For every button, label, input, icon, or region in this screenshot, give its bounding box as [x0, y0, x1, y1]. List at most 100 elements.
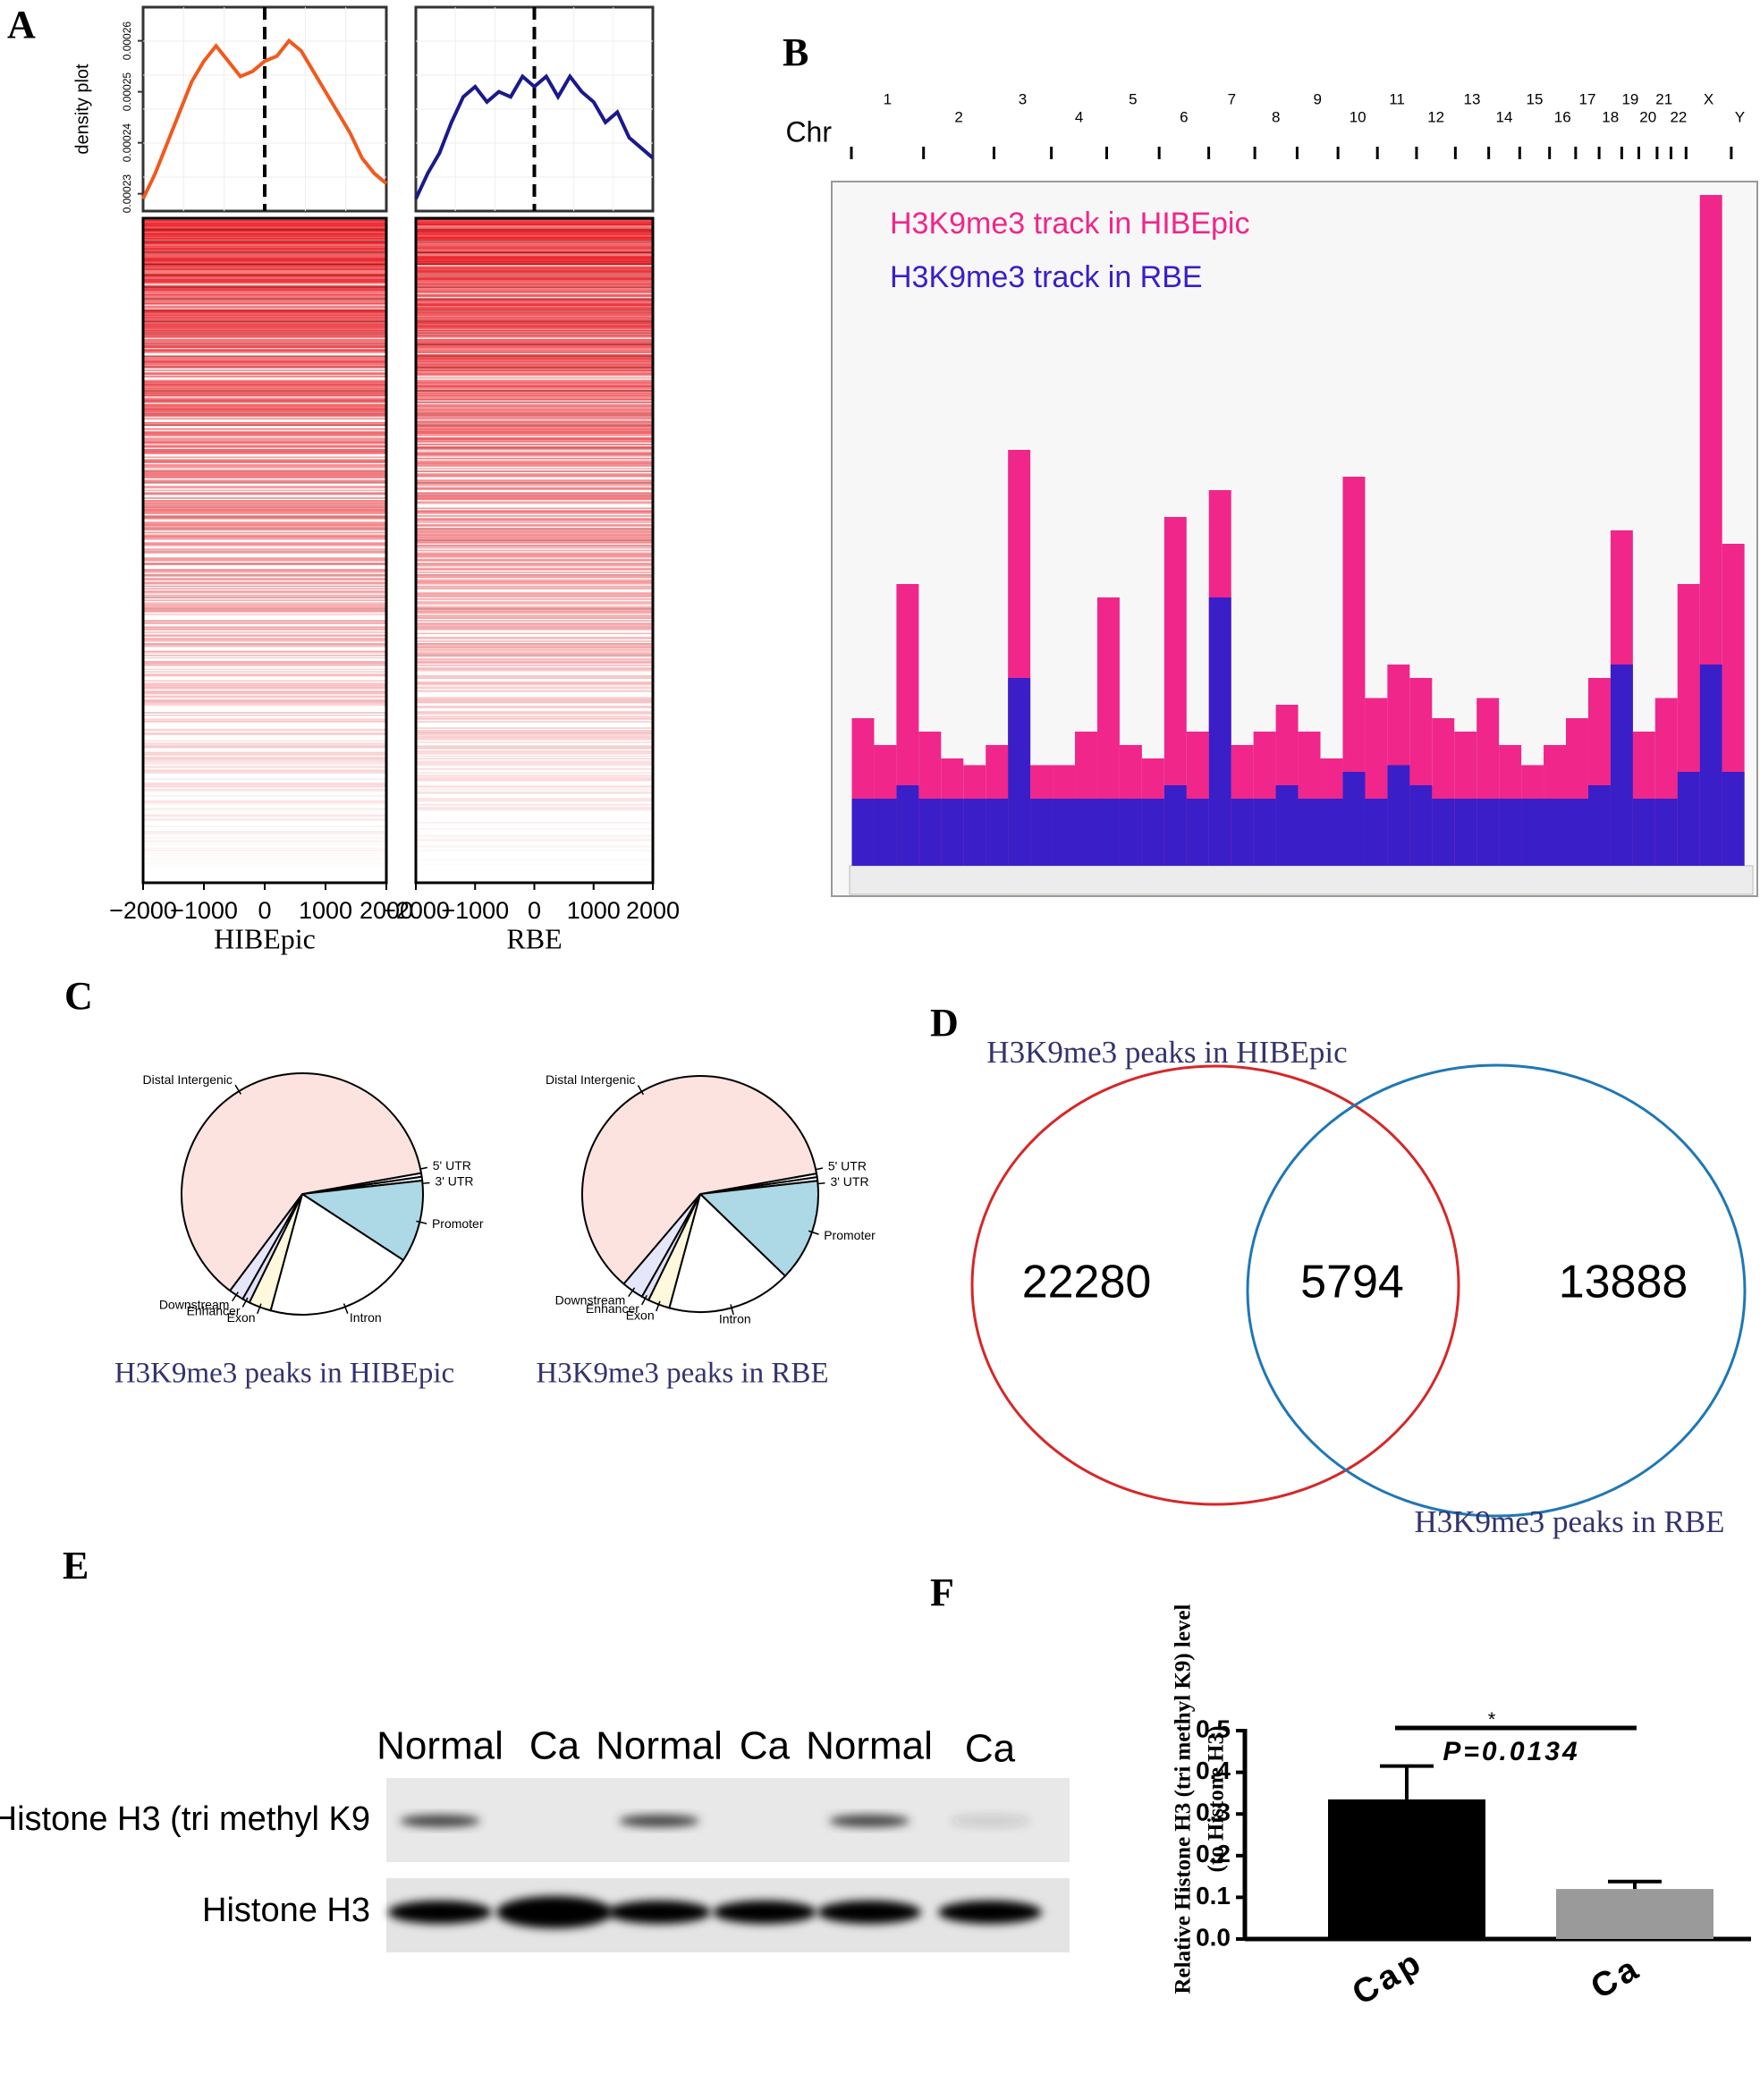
blot-band: [619, 1815, 699, 1827]
track-bar: [1632, 799, 1655, 866]
x-tick-label: −2000: [109, 897, 177, 924]
leader-line: [730, 1304, 734, 1316]
x-axis-label: RBE: [506, 922, 562, 954]
track-bar: [851, 799, 875, 866]
venn-set-label: H3K9me3 peaks in HIBEpic: [986, 1035, 1347, 1070]
track-bar: [1053, 799, 1076, 866]
leader-line: [656, 1300, 661, 1312]
chromosome-label: 15: [1527, 90, 1544, 107]
chromosome-label: 9: [1314, 90, 1322, 107]
venn-set: [1246, 1063, 1747, 1518]
track-bar: [1409, 785, 1433, 866]
chromosome-label: 8: [1272, 108, 1280, 125]
chromosome-label: 1: [884, 90, 892, 107]
blot-band: [607, 1901, 711, 1924]
track-bar: [1499, 799, 1522, 866]
panel-label: E: [63, 1544, 89, 1588]
track-bar: [1565, 799, 1588, 866]
leader-line: [637, 1085, 645, 1096]
blot-band: [713, 1901, 817, 1924]
track-bar: [963, 799, 986, 866]
chromosome-label: 7: [1228, 90, 1236, 107]
track-bar: [1722, 772, 1745, 866]
leader-line: [808, 1230, 819, 1235]
blot-band: [829, 1815, 910, 1827]
venn-set: [970, 1064, 1460, 1506]
track-bar: [1096, 799, 1120, 866]
track-bar: [1231, 799, 1254, 866]
panel-label: C: [64, 974, 93, 1018]
y-tick-label: 0.00026: [121, 21, 133, 61]
bar: [1556, 1889, 1713, 1939]
venn-count: 22280: [1022, 1257, 1152, 1308]
y-tick-label: 0.1: [1196, 1882, 1231, 1909]
venn-set-label: H3K9me3 peaks in RBE: [1414, 1504, 1724, 1539]
leader-line: [241, 1297, 249, 1308]
venn-count: 13888: [1559, 1257, 1688, 1308]
y-tick-label: 0.00025: [121, 72, 133, 112]
track-bar: [986, 799, 1009, 866]
panel-label: F: [930, 1571, 954, 1614]
x-tick-label: −2000: [382, 897, 450, 924]
track-bar: [1699, 665, 1722, 866]
significance-star: *: [1488, 1708, 1496, 1731]
pie-label: Exon: [227, 1310, 256, 1325]
track-bar: [1008, 678, 1031, 866]
blot-band: [950, 1815, 1030, 1827]
y-tick-label: 0.00023: [121, 174, 133, 214]
leader-line: [234, 1084, 241, 1095]
pie-title: H3K9me3 peaks in RBE: [536, 1358, 828, 1390]
chromosome-label: 11: [1389, 90, 1405, 107]
track-footer: [849, 865, 1754, 895]
pie-label: Distal Intergenic: [546, 1072, 635, 1087]
blot-band: [400, 1815, 480, 1827]
pie-label: 5' UTR: [828, 1158, 867, 1173]
y-tick-label: 0.4: [1196, 1757, 1231, 1784]
chromosome-label: 18: [1602, 108, 1619, 125]
y-tick-label: 0.5: [1196, 1715, 1231, 1742]
lane-label: Ca: [965, 1727, 1016, 1771]
panel-label: D: [930, 1001, 959, 1045]
track-bar: [1610, 665, 1633, 866]
x-axis-label: Chr: [785, 115, 832, 148]
leader-line: [256, 1303, 262, 1315]
leader-line: [641, 1294, 647, 1306]
track-bar: [941, 799, 964, 866]
y-tick-label: 0.0: [1196, 1923, 1231, 1951]
track-bar: [918, 799, 942, 866]
track-bar: [1654, 799, 1678, 866]
track-bar: [1454, 799, 1477, 866]
x-tick-label: Cap: [1346, 1943, 1430, 2012]
leader-line: [232, 1291, 239, 1302]
track-bar: [1275, 785, 1299, 866]
track-bar: [1342, 772, 1366, 866]
x-axis-label: HIBEpic: [214, 922, 316, 954]
row-label: Histone H3 (tri methyl K9: [0, 1800, 370, 1838]
track-bar: [874, 799, 897, 866]
venn-count: 5794: [1300, 1257, 1404, 1308]
track-bar: [1320, 799, 1343, 866]
x-tick-label: 1000: [567, 897, 621, 924]
x-tick-label: 2000: [626, 897, 680, 924]
track-bar: [1298, 799, 1321, 866]
track-bar: [1253, 799, 1276, 866]
lane-label: Normal: [596, 1724, 723, 1768]
y-axis-label: density plot: [72, 64, 92, 155]
pie-label: Exon: [626, 1308, 655, 1322]
pie-label: Enhancer: [187, 1304, 241, 1318]
chromosome-label: 21: [1655, 90, 1672, 107]
pie-label: Promoter: [824, 1228, 876, 1242]
track-bar: [1365, 799, 1388, 866]
chromosome-label: 5: [1129, 90, 1137, 107]
blot-band: [938, 1901, 1042, 1924]
leader-line: [628, 1287, 636, 1298]
pie-label: Promoter: [432, 1216, 484, 1231]
track-bar: [1477, 799, 1500, 866]
chromosome-label: 16: [1554, 108, 1571, 125]
pie-label: 3' UTR: [435, 1174, 473, 1189]
blot-band: [496, 1896, 613, 1928]
chromosome-label: 6: [1180, 108, 1188, 125]
panel-label: B: [783, 30, 808, 74]
track-bar: [1186, 799, 1209, 866]
